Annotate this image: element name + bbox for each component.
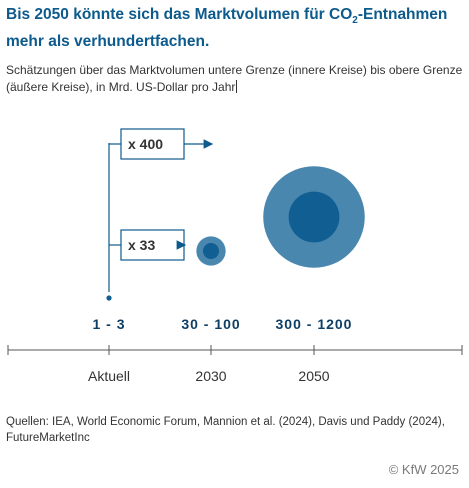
bubble-aktuell — [106, 295, 112, 301]
chart-title: Bis 2050 könnte sich das Marktvolumen fü… — [6, 6, 448, 51]
x-tick-label-Aktuell: Aktuell — [88, 368, 130, 384]
range-label-2050: 300 - 1200 — [276, 316, 353, 332]
multiplier-label-2050: x 400 — [128, 136, 163, 152]
bubble-inner-2030 — [202, 242, 220, 260]
sources-note: Quellen: IEA, World Economic Forum, Mann… — [6, 416, 445, 444]
bubble-layer — [106, 166, 365, 301]
x-tick-label-2030: 2030 — [195, 368, 226, 384]
x-tick-label-2050: 2050 — [298, 368, 329, 384]
text-cursor — [236, 80, 238, 93]
chart-subtitle: Schätzungen über das Marktvolumen untere… — [6, 63, 463, 94]
title-subscript: 2 — [352, 15, 358, 27]
bubble-inner-2050 — [288, 191, 340, 243]
connector-layer: x 400 x 33 — [108, 128, 214, 292]
multiplier-label-2030: x 33 — [128, 237, 155, 253]
x-axis: Aktuell 2030 2050 — [7, 345, 463, 384]
multiplier-box-2050 — [120, 128, 185, 160]
multiplier-box-2030 — [120, 229, 185, 261]
bubble-chart: x 400 x 33 1 - 3 30 - 100 300 - 1200 Aktuel… — [7, 128, 463, 384]
label-layer: 1 - 3 30 - 100 300 - 1200 — [92, 316, 353, 332]
copyright: © KfW 2025 — [388, 462, 459, 477]
range-label-Aktuell: 1 - 3 — [92, 316, 125, 332]
range-label-2030: 30 - 100 — [181, 316, 240, 332]
